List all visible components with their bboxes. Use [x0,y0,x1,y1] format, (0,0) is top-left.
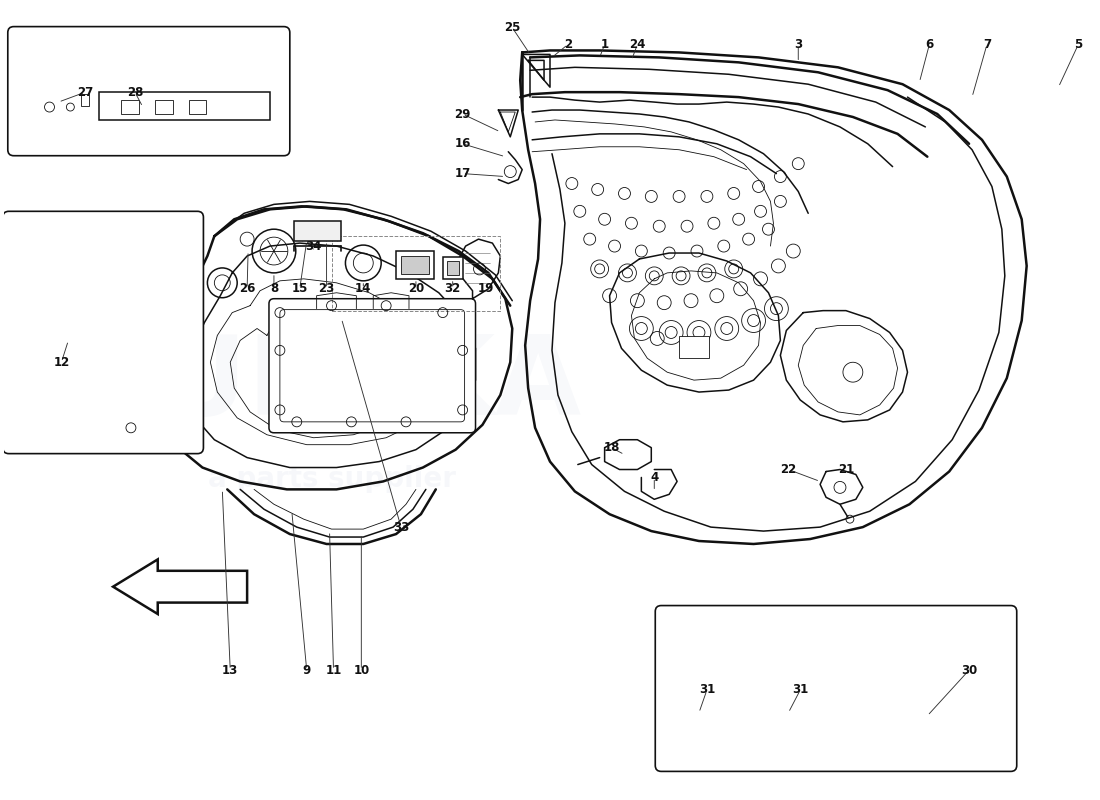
Text: 8: 8 [270,282,278,295]
Text: a parts supplier: a parts supplier [208,466,455,494]
FancyBboxPatch shape [279,310,464,422]
Bar [447,261,459,275]
FancyBboxPatch shape [270,298,475,433]
Text: 2: 2 [564,38,572,51]
Bar [331,236,500,310]
Text: 31: 31 [698,683,715,697]
Text: 6: 6 [925,38,934,51]
Text: 24: 24 [629,38,646,51]
Bar [442,257,463,279]
Text: 18: 18 [604,441,619,454]
FancyBboxPatch shape [3,211,204,454]
Text: 9: 9 [302,664,311,677]
Text: 22: 22 [780,463,796,476]
Text: 12: 12 [53,356,69,369]
Bar [99,92,270,120]
Text: 15: 15 [292,282,308,295]
FancyArrow shape [113,559,248,614]
Text: 20: 20 [408,282,425,295]
Text: 7: 7 [983,38,991,51]
Text: 21: 21 [838,463,854,476]
Text: 34: 34 [306,239,322,253]
Text: 30: 30 [961,664,977,677]
FancyBboxPatch shape [8,26,289,156]
Text: 16: 16 [454,138,471,150]
Text: 3: 3 [794,38,802,51]
Text: 28: 28 [126,86,143,98]
Bar [155,100,173,114]
Text: 5: 5 [1075,38,1082,51]
Bar [121,100,139,114]
Text: 4: 4 [650,471,659,484]
Bar [81,94,89,106]
Text: 13: 13 [222,664,239,677]
Text: 10: 10 [353,664,370,677]
Bar [679,337,708,358]
Text: 19: 19 [477,282,494,295]
Text: 14: 14 [355,282,372,295]
Text: 1: 1 [601,38,608,51]
Text: 32: 32 [444,282,461,295]
FancyBboxPatch shape [656,606,1016,771]
Text: 29: 29 [454,107,471,121]
Text: EUREKA: EUREKA [81,330,582,438]
Bar [188,100,207,114]
Text: 17: 17 [454,167,471,180]
Text: 25: 25 [504,21,520,34]
Bar [402,256,429,274]
Text: 33: 33 [393,521,409,534]
Text: 26: 26 [239,282,255,295]
Text: 11: 11 [326,664,342,677]
Text: 27: 27 [77,86,94,98]
Text: 23: 23 [318,282,334,295]
Bar [294,222,341,241]
Bar [396,251,433,279]
Text: 31: 31 [792,683,808,697]
